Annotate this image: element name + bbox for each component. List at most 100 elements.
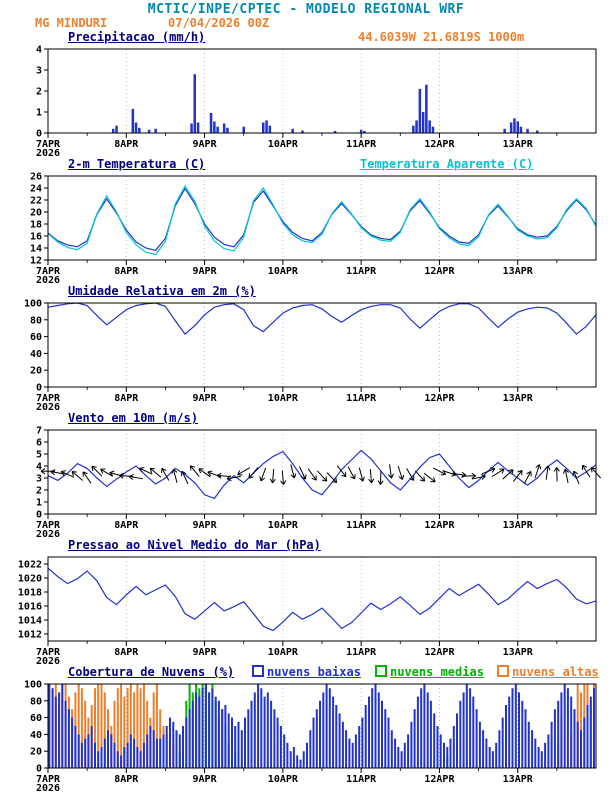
svg-text:3: 3 <box>36 474 42 485</box>
svg-text:9APR: 9APR <box>193 393 218 404</box>
nuvens-altas-swatch-icon <box>497 665 509 677</box>
svg-text:0: 0 <box>36 510 42 521</box>
svg-text:12APR: 12APR <box>424 139 455 150</box>
panel-cloud-cover-header: Cobertura de Nuvens (%) nuvens baixas nu… <box>0 665 612 680</box>
svg-text:0: 0 <box>36 383 42 394</box>
svg-text:9APR: 9APR <box>193 139 218 150</box>
svg-text:18: 18 <box>30 220 42 231</box>
svg-text:20: 20 <box>30 747 42 758</box>
svg-text:80: 80 <box>30 315 42 326</box>
svg-text:20: 20 <box>30 208 42 219</box>
svg-text:2026: 2026 <box>36 783 60 792</box>
svg-text:10APR: 10APR <box>268 139 299 150</box>
svg-text:26: 26 <box>30 172 42 183</box>
svg-text:11APR: 11APR <box>346 774 377 785</box>
svg-text:11APR: 11APR <box>346 139 377 150</box>
legend-nuvens-baixas: nuvens baixas <box>252 665 361 679</box>
svg-text:12APR: 12APR <box>424 393 455 404</box>
svg-text:8APR: 8APR <box>114 647 139 658</box>
svg-text:2026: 2026 <box>36 148 60 157</box>
nuvens-baixas-label: nuvens baixas <box>267 665 361 679</box>
svg-text:1016: 1016 <box>18 602 42 613</box>
svg-text:11APR: 11APR <box>346 266 377 277</box>
nuvens-altas-label: nuvens altas <box>512 665 599 679</box>
svg-text:6: 6 <box>36 438 42 449</box>
svg-text:11APR: 11APR <box>346 520 377 531</box>
svg-text:3: 3 <box>36 66 42 77</box>
svg-text:12APR: 12APR <box>424 774 455 785</box>
svg-text:16: 16 <box>30 232 42 243</box>
svg-text:2: 2 <box>36 87 42 98</box>
svg-text:13APR: 13APR <box>503 139 534 150</box>
temperature-title: 2-m Temperatura (C) <box>68 157 206 171</box>
svg-text:7APR: 7APR <box>36 520 61 531</box>
svg-text:9APR: 9APR <box>193 266 218 277</box>
svg-text:0: 0 <box>36 764 42 775</box>
legend-nuvens-medias: nuvens medias <box>375 665 484 679</box>
svg-text:4: 4 <box>36 462 42 473</box>
precipitation-title: Precipitacao (mm/h) <box>68 30 206 44</box>
panel-pressure-header: Pressao ao Nivel Medio do Mar (hPa) <box>0 538 612 553</box>
svg-text:1020: 1020 <box>18 574 42 585</box>
svg-text:1022: 1022 <box>18 560 42 571</box>
cloud-cover-title: Cobertura de Nuvens (%) <box>68 665 235 679</box>
svg-text:0: 0 <box>36 129 42 140</box>
svg-text:9APR: 9APR <box>193 647 218 658</box>
svg-text:13APR: 13APR <box>503 520 534 531</box>
svg-text:20: 20 <box>30 366 42 377</box>
svg-text:10APR: 10APR <box>268 266 299 277</box>
svg-text:40: 40 <box>30 349 42 360</box>
panel-temperature-header: 2-m Temperatura (C) Temperatura Aparente… <box>0 157 612 172</box>
svg-text:2026: 2026 <box>36 656 60 665</box>
svg-text:8APR: 8APR <box>114 393 139 404</box>
panel-humidity-header: Umidade Relativa em 2m (%) <box>0 284 612 299</box>
nuvens-medias-label: nuvens medias <box>390 665 484 679</box>
nuvens-baixas-swatch-icon <box>252 665 264 677</box>
header: MCTIC/INPE/CPTEC - MODELO REGIONAL WRF M… <box>0 0 612 30</box>
panel-temperature: 2-m Temperatura (C) Temperatura Aparente… <box>0 157 612 284</box>
panel-precipitation-header: Precipitacao (mm/h) 44.6039W 21.6819S 10… <box>0 30 612 45</box>
svg-text:13APR: 13APR <box>503 393 534 404</box>
svg-text:1: 1 <box>36 498 42 509</box>
svg-text:9APR: 9APR <box>193 520 218 531</box>
svg-text:80: 80 <box>30 696 42 707</box>
svg-text:7APR: 7APR <box>36 139 61 150</box>
nuvens-medias-swatch-icon <box>375 665 387 677</box>
svg-text:10APR: 10APR <box>268 520 299 531</box>
panel-pressure: Pressao ao Nivel Medio do Mar (hPa) 1012… <box>0 538 612 665</box>
svg-text:11APR: 11APR <box>346 393 377 404</box>
svg-text:100: 100 <box>24 299 42 310</box>
pressure-title: Pressao ao Nivel Medio do Mar (hPa) <box>68 538 321 552</box>
svg-text:1012: 1012 <box>18 630 42 641</box>
svg-text:7APR: 7APR <box>36 393 61 404</box>
svg-text:5: 5 <box>36 450 42 461</box>
svg-text:8APR: 8APR <box>114 139 139 150</box>
svg-text:60: 60 <box>30 713 42 724</box>
svg-text:12APR: 12APR <box>424 647 455 658</box>
panel-wind-header: Vento em 10m (m/s) <box>0 411 612 426</box>
svg-text:24: 24 <box>30 184 42 195</box>
svg-text:7APR: 7APR <box>36 266 61 277</box>
station-name: MG MINDURI <box>35 16 108 30</box>
svg-text:8APR: 8APR <box>114 520 139 531</box>
svg-text:100: 100 <box>24 680 42 691</box>
panel-humidity: Umidade Relativa em 2m (%) 0 20 40 60 80 100 7… <box>0 284 612 411</box>
svg-text:22: 22 <box>30 196 42 207</box>
svg-text:12APR: 12APR <box>424 266 455 277</box>
location-label: 44.6039W 21.6819S 1000m <box>358 30 525 44</box>
svg-text:2026: 2026 <box>36 275 60 284</box>
svg-text:11APR: 11APR <box>346 647 377 658</box>
svg-text:13APR: 13APR <box>503 647 534 658</box>
svg-text:10APR: 10APR <box>268 393 299 404</box>
panel-cloud-cover: Cobertura de Nuvens (%) nuvens baixas nu… <box>0 665 612 792</box>
model-run-datetime: 07/04/2026 00Z <box>168 16 270 30</box>
svg-text:1: 1 <box>36 108 42 119</box>
svg-text:4: 4 <box>36 45 42 56</box>
svg-text:8APR: 8APR <box>114 266 139 277</box>
svg-text:1018: 1018 <box>18 588 42 599</box>
